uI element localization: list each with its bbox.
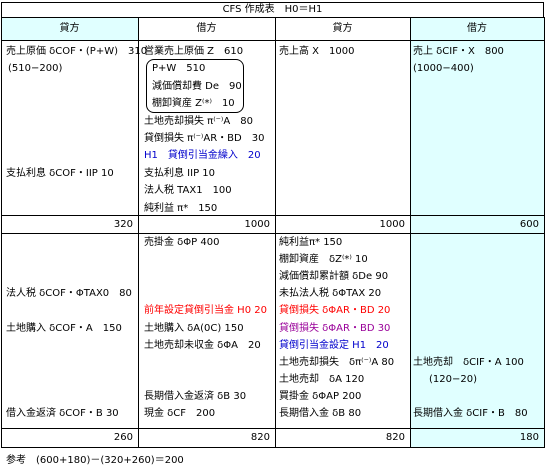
cell-line: P+W 510 [152, 63, 206, 75]
cell-line: 貸倒損失 π⁽⁻⁾AR・BD 30 [144, 133, 265, 144]
cell-line: 売上 δCIF・X 800 [413, 46, 504, 57]
cell-line: 長期借入金 δCIF・B 80 [413, 408, 528, 419]
total-value: 1000 [379, 219, 405, 230]
cell-line: 借入金返済 δCOF・B 30 [6, 408, 119, 419]
cell-line: 棚卸資産 Z⁽*⁾ 10 [152, 98, 235, 110]
cell-line: 営業売上原価 Z 610 [144, 46, 244, 57]
cell-line: 純利益 π* 150 [144, 202, 218, 214]
cell-line: 減価償却費 De 90 [152, 80, 242, 92]
cell-line: 貸倒損失 δΦAR・BD 30 [279, 322, 391, 334]
cell-line: 売掛金 δΦP 400 [144, 237, 220, 248]
total-value: 320 [113, 219, 133, 230]
cell-line: 土地売却 δA 120 [279, 373, 365, 385]
cell-line: 売上高 X 1000 [279, 46, 355, 57]
cell-line: 法人税 TAX1 100 [144, 185, 232, 197]
cell-line: 土地購入 δCOF・A 150 [6, 322, 122, 334]
cell-line: (120−20) [429, 373, 477, 385]
header-label: 貸方 [332, 23, 353, 34]
cell-line: 貸倒引当金設定 H1 20 [279, 339, 389, 351]
total-value: 180 [519, 432, 539, 443]
bracket [146, 59, 244, 113]
total-value: 600 [519, 219, 539, 230]
total-value: 260 [113, 432, 133, 443]
cell-line: 売上原価 δCOF・(P+W) 310 [6, 46, 148, 57]
cell-line: (1000−400) [413, 63, 474, 75]
cell-line: 前年設定貸倒引当金 H0 20 [144, 305, 267, 317]
cell-line: (510−200) [8, 63, 63, 75]
cell-line: 土地売却未収金 δΦA 20 [144, 339, 261, 351]
footer-note: 参考 (600+180)－(320+260)＝200 [6, 455, 184, 466]
cell-line: 減価償却累計額 δDe 90 [279, 271, 389, 283]
header-label: 貸方 [59, 23, 80, 34]
cell-line: 純利益π* 150 [279, 237, 343, 248]
cell-line: 長期借入金 δB 80 [279, 408, 362, 419]
cell-line: 法人税 δCOF・ΦTAX0 80 [6, 288, 132, 300]
header-label: 借方 [467, 23, 487, 34]
header-label: 借方 [196, 23, 217, 34]
cell-line: 土地売却損失 δπ⁽⁻⁾A 80 [279, 356, 395, 368]
cell-line: 買掛金 δΦAP 200 [279, 390, 362, 402]
cell-line: 貸倒損失 δΦAR・BD 20 [279, 305, 391, 317]
cell-line: 土地売却 δCIF・A 100 [413, 356, 524, 368]
cell-line: 棚卸資産 δZ⁽*⁾ 10 [279, 254, 368, 266]
cell-line: 土地売却損失 π⁽⁻⁾A 80 [144, 115, 253, 127]
cell-line: 長期借入金返済 δB 30 [144, 390, 247, 402]
cell-line: 現金 δCF 200 [144, 408, 216, 419]
section-cell [275, 40, 411, 216]
cell-line: 未払法人税 δΦTAX 20 [279, 288, 382, 300]
cell-line: H1 貸倒引当金繰入 20 [144, 150, 261, 162]
total-value: 1000 [244, 219, 270, 230]
cell-line: 土地購入 δA(0C) 150 [144, 322, 244, 334]
cell-line: 支払利息 IIP 10 [144, 167, 216, 179]
title: CFS 作成表 H0＝H1 [222, 4, 323, 15]
section-cell [410, 233, 545, 429]
total-value: 820 [250, 432, 270, 443]
cell-line: 支払利息 δCOF・IIP 10 [6, 167, 114, 179]
total-value: 820 [385, 432, 405, 443]
